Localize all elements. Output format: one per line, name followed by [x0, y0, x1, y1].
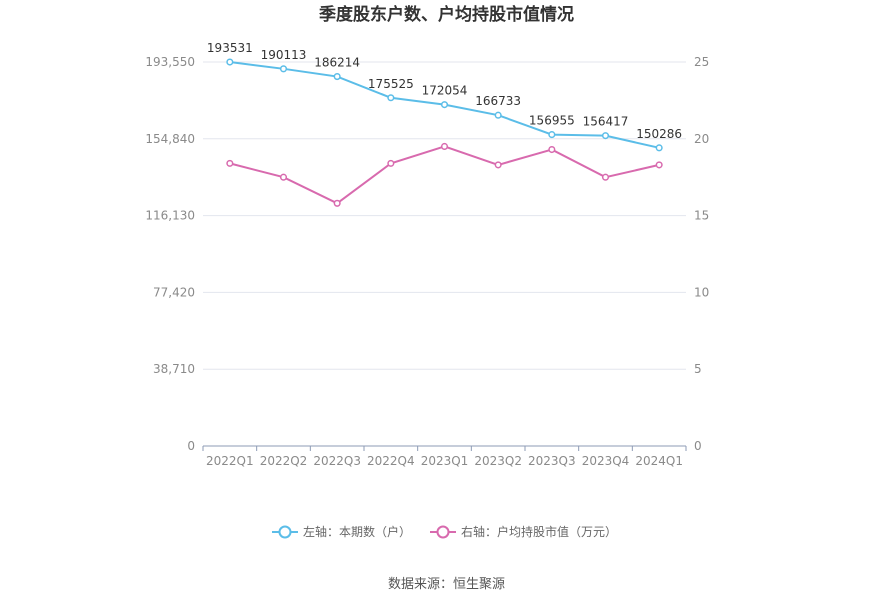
data-label: 150286 — [636, 127, 682, 141]
left-tick-label: 77,420 — [153, 285, 195, 299]
series-1-point[interactable] — [333, 73, 341, 81]
left-tick-label: 116,130 — [145, 209, 195, 223]
series-1-point[interactable] — [279, 65, 288, 73]
legend-marker-icon — [278, 525, 292, 539]
x-tick-label: 2023Q4 — [582, 454, 630, 468]
series-1-point[interactable] — [226, 58, 234, 66]
x-tick-label: 2023Q2 — [474, 454, 522, 468]
x-tick-label: 2023Q3 — [528, 454, 576, 468]
x-tick-label: 2022Q2 — [260, 454, 308, 468]
data-label: 175525 — [368, 77, 414, 91]
right-tick-label: 0 — [694, 439, 702, 453]
data-label: 156955 — [529, 114, 575, 128]
series-2-point[interactable] — [333, 199, 341, 207]
series-1-point[interactable] — [494, 111, 502, 119]
series-2-point[interactable] — [440, 142, 449, 151]
x-tick-label: 2022Q3 — [313, 454, 361, 468]
series-1-point[interactable] — [387, 94, 395, 102]
left-tick-label: 0 — [187, 439, 195, 453]
series-1-point[interactable] — [601, 132, 610, 140]
left-tick-label: 193,550 — [145, 55, 195, 69]
right-tick-label: 25 — [694, 55, 709, 69]
data-label: 186214 — [314, 56, 360, 70]
data-label: 193531 — [207, 41, 253, 55]
series-2-point[interactable] — [494, 161, 502, 169]
right-tick-label: 20 — [694, 132, 709, 146]
right-tick-label: 15 — [694, 209, 709, 223]
data-label: 172054 — [422, 84, 468, 98]
series-1-point[interactable] — [655, 144, 663, 152]
legend-label: 左轴：本期数（户） — [303, 524, 411, 539]
series-layer: 193531 190113 186214 175525 172054 166733 1569… — [207, 41, 682, 207]
legend-item-1[interactable]: 左轴：本期数（户） — [272, 524, 411, 539]
legend-label: 右轴：户均持股市值（万元） — [461, 524, 617, 539]
x-tick-label: 2023Q1 — [421, 454, 469, 468]
data-label: 190113 — [261, 48, 307, 62]
left-tick-label: 38,710 — [153, 362, 195, 376]
left-tick-label: 154,840 — [145, 132, 195, 146]
x-axis: 2022Q1 2022Q2 2022Q3 2022Q4 2023Q1 2023Q2 2023… — [202, 445, 687, 468]
series-2-point[interactable] — [279, 173, 288, 181]
right-tick-label: 5 — [694, 362, 702, 376]
data-label: 166733 — [475, 94, 521, 108]
series-2-point[interactable] — [226, 159, 234, 167]
data-label: 156417 — [583, 115, 629, 129]
right-tick-label: 10 — [694, 285, 709, 299]
series-2-point[interactable] — [548, 146, 556, 154]
series-2-point[interactable] — [387, 159, 395, 167]
left-axis-ticks: 0 38,710 77,420 116,130 154,840 193,550 — [145, 55, 195, 453]
series-2-point[interactable] — [601, 173, 610, 181]
legend[interactable]: 左轴：本期数（户） 右轴：户均持股市值（万元） — [272, 524, 617, 539]
chart-title: 季度股东户数、户均持股市值情况 — [319, 4, 574, 25]
x-tick-label: 2024Q1 — [635, 454, 683, 468]
series-1-point[interactable] — [548, 131, 556, 139]
series-1-point[interactable] — [440, 101, 449, 109]
series-line-2 — [229, 145, 660, 205]
x-tick-label: 2022Q1 — [206, 454, 254, 468]
series-2-point[interactable] — [655, 161, 663, 169]
x-tick-label: 2022Q4 — [367, 454, 415, 468]
legend-marker-icon — [436, 525, 450, 539]
legend-item-2[interactable]: 右轴：户均持股市值（万元） — [430, 524, 617, 539]
right-axis-ticks: 0 5 10 15 20 25 — [694, 55, 709, 453]
data-source: 数据来源：恒生聚源 — [388, 577, 505, 592]
